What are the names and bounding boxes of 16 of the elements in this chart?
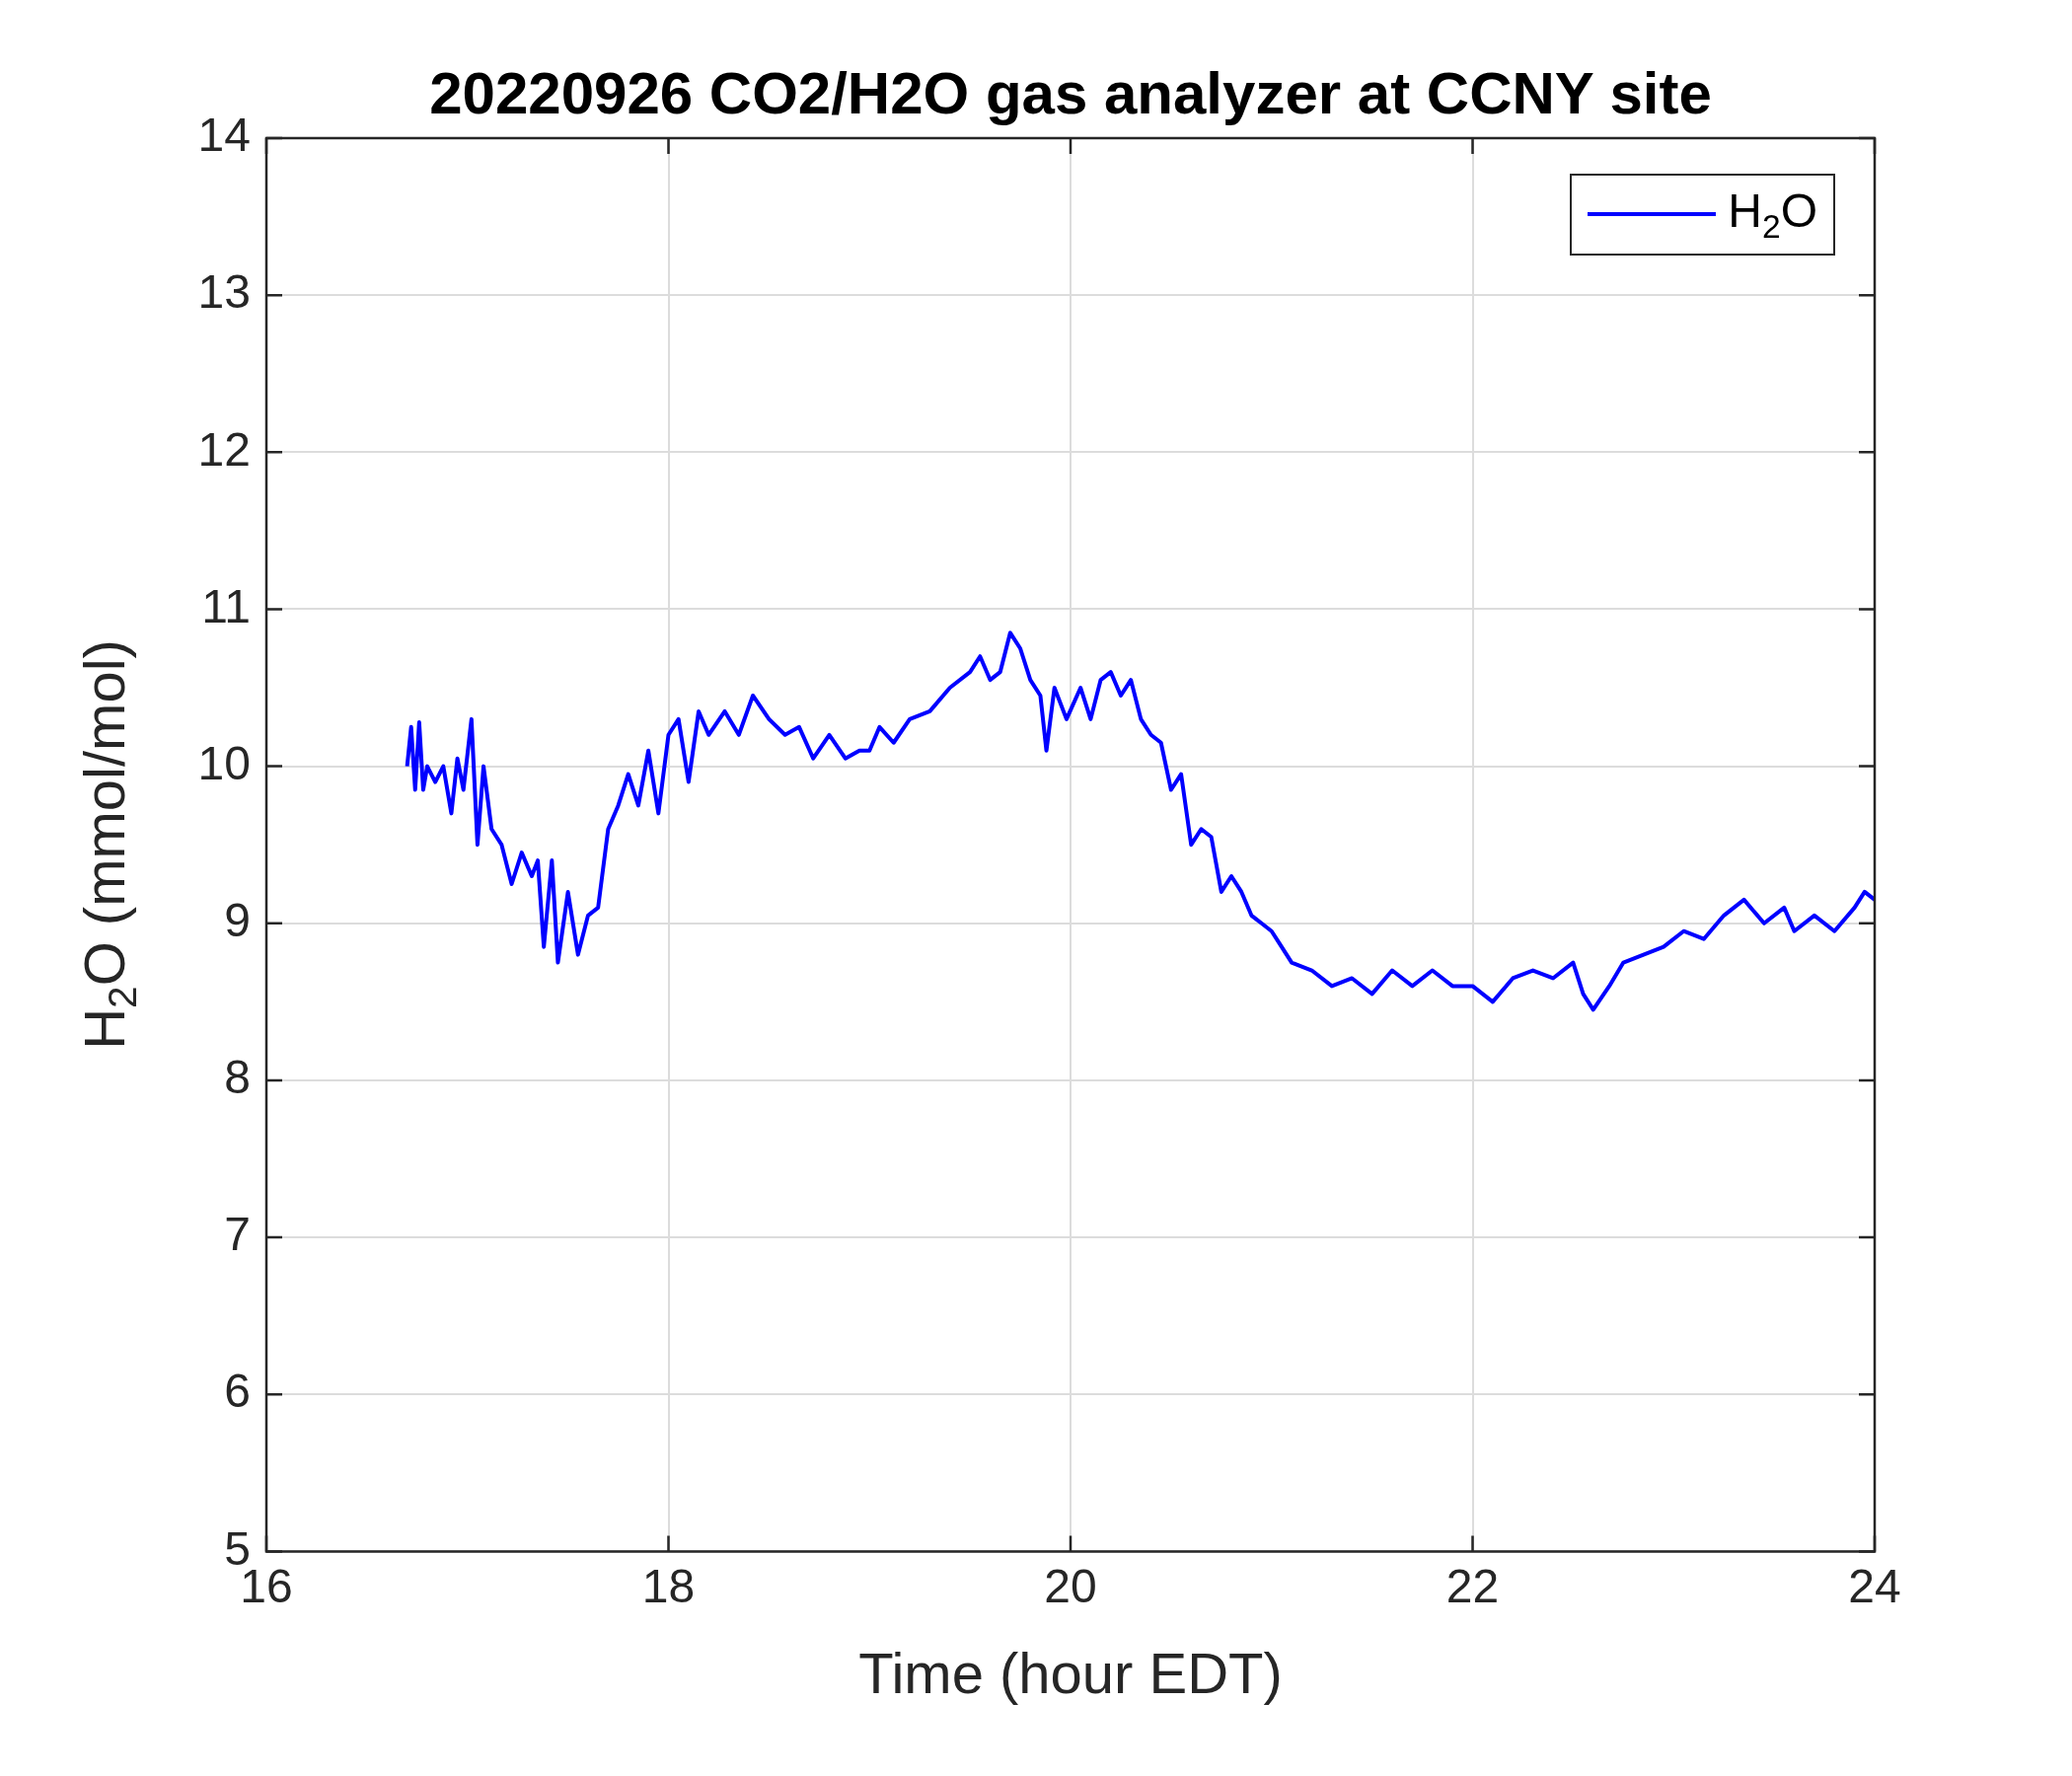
y-tick-label: 13 [197, 265, 251, 319]
x-tick-label: 20 [1044, 1560, 1097, 1613]
y-tick-label: 7 [224, 1208, 251, 1261]
y-tick-label: 10 [197, 736, 251, 789]
x-tick-label: 24 [1848, 1560, 1901, 1613]
x-tick-label: 22 [1445, 1560, 1500, 1613]
y-tick-label: 11 [201, 579, 251, 632]
y-tick-label: 9 [224, 894, 251, 947]
legend-label: H$_{2}$O [1728, 184, 1817, 246]
x-axis-title: Time (hour EDT) [858, 1640, 1283, 1707]
y-tick-label: 8 [224, 1051, 251, 1104]
chart-title: 20220926 CO2/H2O gas analyzer at CCNY site [429, 59, 1712, 127]
y-tick-label: 12 [197, 422, 251, 476]
y-tick-label: 14 [197, 109, 251, 162]
x-tick-label: 18 [641, 1560, 696, 1613]
y-tick-label: 6 [224, 1365, 251, 1418]
